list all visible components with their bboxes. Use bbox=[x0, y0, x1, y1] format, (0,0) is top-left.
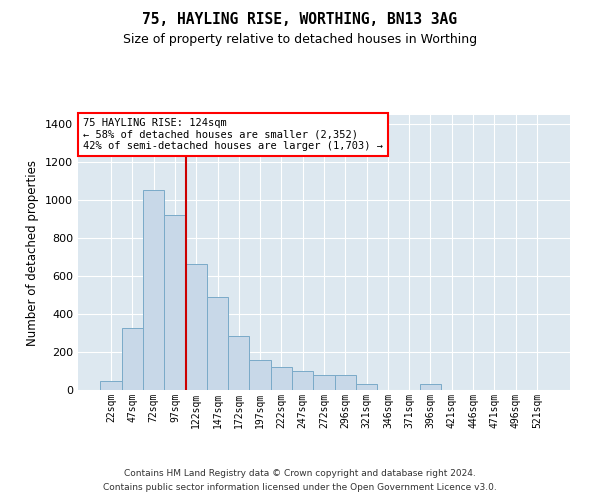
Bar bbox=[143, 190, 164, 390]
Text: Contains public sector information licensed under the Open Government Licence v3: Contains public sector information licen… bbox=[103, 484, 497, 492]
Bar bbox=[313, 375, 335, 390]
Text: 75 HAYLING RISE: 124sqm
← 58% of detached houses are smaller (2,352)
42% of semi: 75 HAYLING RISE: 124sqm ← 58% of detache… bbox=[83, 118, 383, 151]
Bar bbox=[100, 380, 122, 390]
Bar bbox=[228, 336, 250, 390]
Text: Contains HM Land Registry data © Crown copyright and database right 2024.: Contains HM Land Registry data © Crown c… bbox=[124, 468, 476, 477]
Text: Size of property relative to detached houses in Worthing: Size of property relative to detached ho… bbox=[123, 32, 477, 46]
Bar bbox=[356, 384, 377, 390]
Bar bbox=[185, 264, 207, 390]
Bar bbox=[335, 375, 356, 390]
Bar bbox=[122, 328, 143, 390]
Bar bbox=[250, 360, 271, 390]
Bar bbox=[420, 384, 441, 390]
Bar bbox=[164, 214, 185, 390]
Bar bbox=[292, 371, 313, 390]
Y-axis label: Number of detached properties: Number of detached properties bbox=[26, 160, 40, 346]
Bar bbox=[271, 367, 292, 390]
Bar bbox=[207, 297, 228, 390]
Text: 75, HAYLING RISE, WORTHING, BN13 3AG: 75, HAYLING RISE, WORTHING, BN13 3AG bbox=[143, 12, 458, 28]
